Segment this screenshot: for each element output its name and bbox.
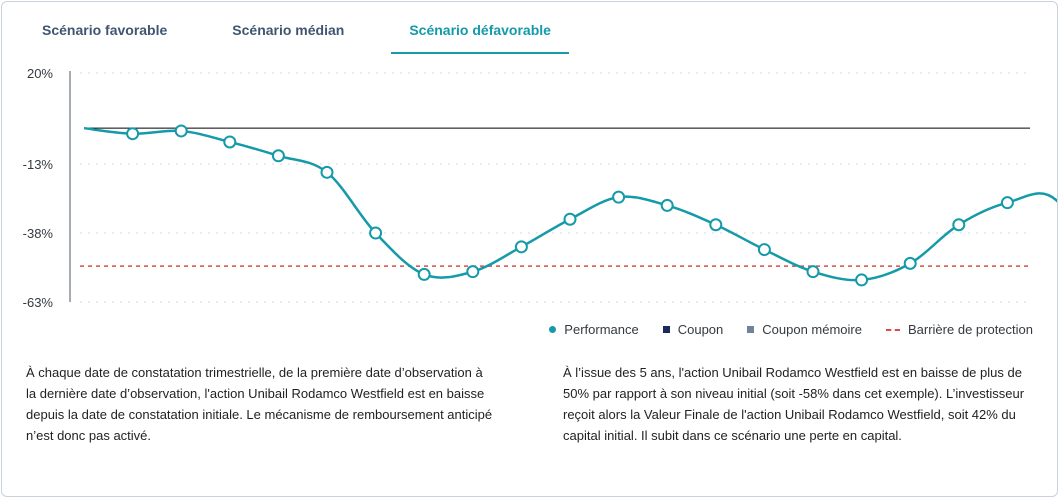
data-point <box>855 273 869 287</box>
data-point <box>709 218 723 232</box>
legend-coupon-memoire: Coupon mémoire <box>747 322 862 337</box>
y-tick-label: -38% <box>23 226 54 241</box>
data-point <box>563 212 577 226</box>
data-point <box>1000 196 1014 210</box>
legend-coupon-label: Coupon <box>677 322 724 337</box>
data-point <box>806 265 820 279</box>
data-point <box>320 165 334 179</box>
data-point <box>174 124 188 138</box>
legend-performance-dot <box>549 326 557 333</box>
explanation-right: À l’issue des 5 ans, l'action Unibail Ro… <box>563 365 1025 443</box>
legend-performance-label: Performance <box>564 322 639 337</box>
legend-coupon: Coupon <box>662 322 724 337</box>
data-point <box>126 127 140 141</box>
legend-barriere-label: Barrière de protection <box>907 322 1033 337</box>
data-point <box>903 256 917 270</box>
y-tick-label: 20% <box>27 66 53 81</box>
legend-barriere-dash <box>885 328 900 331</box>
y-tick-label: -13% <box>23 157 54 172</box>
tab-scenario-defavorable[interactable]: Scénario défavorable <box>391 2 569 54</box>
chart-legend: Performance Coupon Coupon mémoire Barriè… <box>525 322 1033 337</box>
y-tick-label: -63% <box>23 295 54 310</box>
data-point <box>271 149 285 163</box>
tab-scenario-favorable[interactable]: Scénario favorable <box>42 22 168 38</box>
legend-coupon-square <box>662 326 670 333</box>
data-point <box>466 265 480 279</box>
explanation-texts: À chaque date de constatation trimestrie… <box>26 362 1033 446</box>
legend-barriere: Barrière de protection <box>885 322 1033 337</box>
performance-line <box>83 126 1057 282</box>
tab-scenario-median[interactable]: Scénario médian <box>232 22 345 38</box>
legend-coupon-memoire-square <box>747 326 755 333</box>
legend-coupon-memoire-label: Coupon mémoire <box>762 322 862 337</box>
data-point <box>369 226 383 240</box>
data-point <box>417 267 431 281</box>
legend-performance: Performance <box>549 322 639 337</box>
explanation-left: À chaque date de constatation trimestrie… <box>26 365 493 443</box>
data-point <box>612 190 626 204</box>
data-point <box>952 218 966 232</box>
scenario-tabs: Scénario favorable Scénario médian Scéna… <box>24 2 569 54</box>
data-point <box>514 240 528 254</box>
performance-chart: 20% -13% -38% -63% <box>23 66 1057 310</box>
data-point <box>757 243 771 257</box>
data-point <box>660 198 674 212</box>
data-point <box>223 135 237 149</box>
